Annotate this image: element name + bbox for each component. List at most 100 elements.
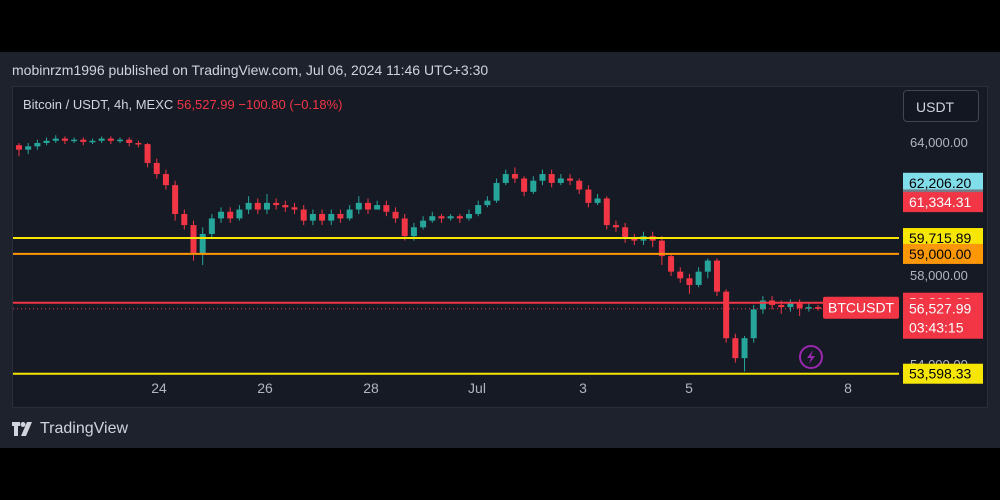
price-label-text: 61,334.31: [909, 194, 971, 210]
candle-body: [162, 174, 169, 186]
symbol-tag-bg: [823, 296, 899, 319]
currency-button[interactable]: USDT: [903, 90, 979, 122]
candle-body: [172, 185, 179, 214]
candle-body: [374, 205, 381, 210]
candle-body: [585, 189, 592, 203]
candle-body: [135, 143, 142, 145]
candle-body: [456, 216, 463, 219]
candle-body: [80, 139, 87, 142]
candlestick-chart[interactable]: 64,000.0058,000.0054,000.0059,715.8959,0…: [13, 87, 987, 407]
candle-body: [236, 209, 243, 219]
candle-body: [401, 218, 408, 237]
chart-panel[interactable]: 64,000.0058,000.0054,000.0059,715.8959,0…: [12, 86, 988, 408]
candle-body: [153, 162, 160, 175]
publisher-line: mobinrzm1996 published on TradingView.co…: [12, 62, 489, 78]
candle-body: [254, 202, 261, 210]
candle-body: [668, 256, 675, 272]
candle-body: [429, 216, 436, 221]
candle-body: [107, 138, 114, 141]
candle-body: [484, 200, 491, 206]
candle-body: [227, 211, 234, 219]
candle-body: [199, 233, 206, 254]
candle-body: [732, 338, 739, 359]
candle-body: [612, 225, 619, 228]
candle-body: [355, 202, 362, 210]
legend-last-price: 56,527.99: [176, 97, 235, 112]
x-tick-label: 26: [257, 380, 273, 396]
candle-body: [25, 146, 32, 150]
candle-body: [704, 260, 711, 272]
tradingview-logo[interactable]: TradingView: [12, 420, 128, 438]
price-tag-label: 59,715.89: [909, 230, 971, 246]
current-price-tag-bg: [903, 298, 983, 339]
candle-body: [741, 338, 748, 359]
price-tag-label: 59,000.00: [909, 246, 971, 262]
candle-body: [695, 271, 702, 285]
candle-body: [759, 300, 766, 310]
candle-body: [787, 302, 794, 308]
chart-legend: Bitcoin / USDT, 4h, MEXC 56,527.99 −100.…: [23, 97, 342, 112]
tradingview-brand-text: TradingView: [40, 420, 129, 437]
candle-body: [245, 202, 252, 210]
x-tick-label: 24: [151, 380, 167, 396]
candle-body: [466, 213, 473, 219]
candle-body: [410, 227, 417, 237]
candle-body: [557, 178, 564, 183]
candle-body: [438, 216, 445, 219]
candle-body: [98, 138, 105, 141]
candle-body: [328, 213, 335, 221]
candle-body: [778, 304, 785, 308]
candle-body: [319, 213, 326, 221]
legend-symbol: Bitcoin / USDT, 4h, MEXC: [23, 97, 174, 112]
candle-body: [291, 207, 298, 210]
price-tag-bg: [903, 228, 983, 249]
legend-change: −100.80 (−0.18%): [238, 97, 343, 112]
candle-body: [144, 144, 151, 163]
candle-body: [273, 202, 280, 206]
candle-body: [750, 309, 757, 339]
candle-body: [447, 216, 454, 219]
candle-body: [218, 211, 225, 219]
lightning-icon-bolt: [807, 350, 815, 364]
price-tag-bg: [903, 363, 983, 384]
candle-body: [337, 213, 344, 219]
price-tag-bg: [903, 243, 983, 264]
candle-body: [796, 302, 803, 309]
price-label-bg: [903, 192, 983, 213]
candle-body: [475, 205, 482, 214]
price-label-text: 62,206.20: [909, 175, 971, 191]
candle-body: [52, 138, 59, 141]
symbol-tag-label: BTCUSDT: [828, 300, 895, 316]
candle-body: [420, 220, 427, 228]
x-tick-label: 3: [579, 380, 587, 396]
price-tag-label: 53,598.33: [909, 366, 971, 382]
candle-body: [126, 139, 133, 143]
candle-body: [805, 307, 812, 309]
candle-body: [282, 205, 289, 208]
candle-body: [594, 198, 601, 203]
candle-body: [493, 182, 500, 201]
candle-body: [567, 178, 574, 181]
current-price-label: 56,527.99: [909, 301, 971, 317]
candle-body: [16, 145, 22, 150]
candle-body: [723, 291, 730, 339]
candle-body: [713, 260, 720, 292]
candle-body: [34, 143, 41, 147]
candle-body: [309, 213, 316, 221]
price-label-bg: [903, 172, 983, 193]
candle-body: [548, 174, 555, 183]
candle-body: [392, 211, 399, 219]
candle-body: [530, 180, 537, 192]
candle-body: [521, 178, 528, 192]
candle-body: [89, 140, 96, 143]
candle-body: [383, 205, 390, 212]
y-tick-label: 58,000.00: [910, 268, 968, 283]
x-tick-label: Jul: [468, 380, 486, 396]
candle-body: [43, 140, 50, 143]
candle-body: [208, 218, 215, 234]
candle-body: [539, 174, 546, 181]
x-tick-label: 28: [363, 380, 379, 396]
candle-body: [364, 202, 371, 210]
candle-body: [658, 240, 665, 257]
y-tick-label: 64,000.00: [910, 135, 968, 150]
